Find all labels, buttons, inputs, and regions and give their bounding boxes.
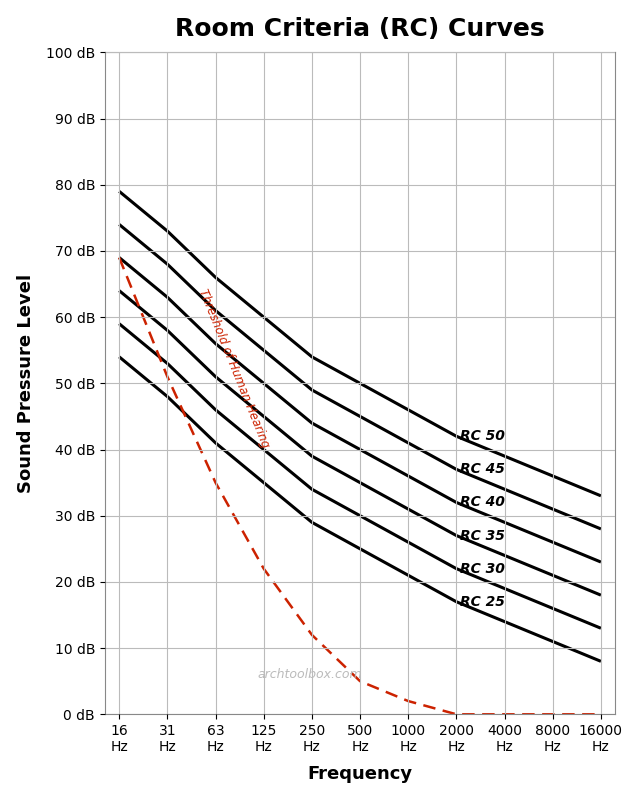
Title: Room Criteria (RC) Curves: Room Criteria (RC) Curves <box>175 17 545 41</box>
Text: RC 35: RC 35 <box>460 529 505 542</box>
Text: RC 25: RC 25 <box>460 594 505 609</box>
Text: RC 50: RC 50 <box>460 430 505 443</box>
Text: RC 45: RC 45 <box>460 462 505 476</box>
Y-axis label: Sound Pressure Level: Sound Pressure Level <box>17 274 35 493</box>
Text: Threshold of Human Hearing: Threshold of Human Hearing <box>196 287 272 450</box>
Text: RC 40: RC 40 <box>460 495 505 510</box>
Text: archtoolbox.com: archtoolbox.com <box>258 668 363 682</box>
X-axis label: Frequency: Frequency <box>307 766 413 783</box>
Text: RC 30: RC 30 <box>460 562 505 576</box>
